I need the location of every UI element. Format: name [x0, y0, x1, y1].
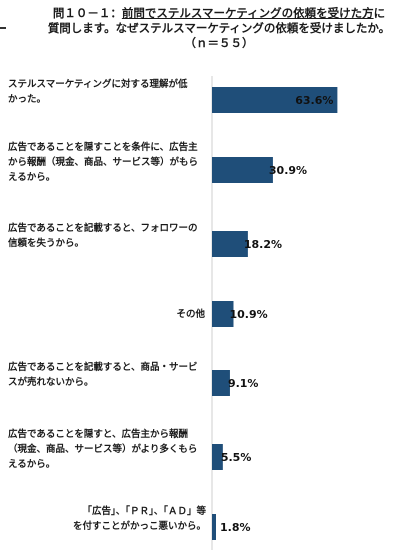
category-label-2: 広告であることを隠すことを条件に、広告主 から報酬（現金、商品、サービス等）がもら…	[8, 140, 208, 185]
bar-1	[212, 87, 338, 113]
title-question-number: 問１０－１：	[52, 6, 122, 20]
bar-3	[212, 231, 248, 257]
title-line-1: 問１０－１：前問でステルスマーケティングの依頼を受けた方に	[38, 6, 400, 21]
category-label-3-line-2: 信頼を失うから。	[8, 238, 85, 249]
category-label-7: 「広告」、「ＰＲ」、「ＡＤ」等を付すことがかっこ悪いから。	[8, 504, 206, 534]
bar-6	[212, 444, 223, 470]
category-label-3-line-1: 広告であることを記載すると、フォロワーの	[8, 223, 198, 234]
category-label-2-line-2: から報酬（現金、商品、サービス等）がもら	[8, 156, 199, 168]
title-underlined-phrase: 前問でステルスマーケティングの依頼を受けた方	[121, 6, 374, 20]
category-label-6: 広告であることを隠すと、広告主から報酬 （現金、商品、サービス等）がより多くもらえ…	[8, 427, 208, 472]
category-label-6-line-2: （現金、商品、サービス等）がより多くもら	[8, 443, 198, 455]
category-label-1: ステルスマーケティングに対する理解が低 かった。	[8, 77, 208, 107]
bar-2	[212, 157, 273, 183]
category-label-6-line-1: 広告であることを隠すと、広告主から報酬	[8, 428, 189, 440]
category-label-5-line-1: 広告であることを記載すると、商品・サービ	[8, 362, 198, 373]
value-label-3: 18.2%	[244, 238, 282, 251]
category-label-1-line-1: ステルスマーケティングに対する理解が低	[8, 79, 188, 90]
corner-mark	[0, 27, 6, 29]
category-label-5: 広告であることを記載すると、商品・サービ スが売れないから。	[8, 360, 208, 390]
value-label-4: 10.9%	[229, 308, 267, 321]
category-label-3: 広告であることを記載すると、フォロワーの 信頼を失うから。	[8, 221, 208, 251]
value-label-6: 5.5%	[221, 451, 252, 464]
category-label-1-line-2: かった。	[8, 94, 47, 105]
chart-title: 問１０－１：前問でステルスマーケティングの依頼を受けた方に 質問します。なぜステ…	[38, 6, 400, 51]
category-label-7-line-2: を付すことがかっこ悪いから。	[72, 521, 206, 532]
category-label-6-line-3: えるから。	[8, 458, 56, 470]
category-label-7-line-1: 「広告」、「ＰＲ」、「ＡＤ」等	[82, 506, 206, 517]
category-label-2-line-3: えるから。	[8, 171, 56, 183]
sample-size: （ｎ＝５５）	[184, 36, 254, 50]
bar-7	[212, 514, 216, 540]
bar-4	[212, 301, 234, 327]
category-label-2-line-1: 広告であることを隠すことを条件に、広告主	[8, 141, 198, 153]
bar-5	[212, 370, 230, 396]
value-label-5: 9.1%	[228, 377, 259, 390]
category-label-4: その他	[176, 308, 205, 320]
value-label-2: 30.9%	[269, 164, 307, 177]
title-line-1-suffix: に	[373, 6, 386, 20]
title-line-2: 質問します。なぜステルスマーケティングの依頼を受けましたか。	[47, 21, 391, 35]
category-label-5-line-2: スが売れないから。	[8, 377, 94, 388]
value-label-7: 1.8%	[220, 521, 251, 534]
value-label-1: 63.6%	[295, 94, 333, 107]
